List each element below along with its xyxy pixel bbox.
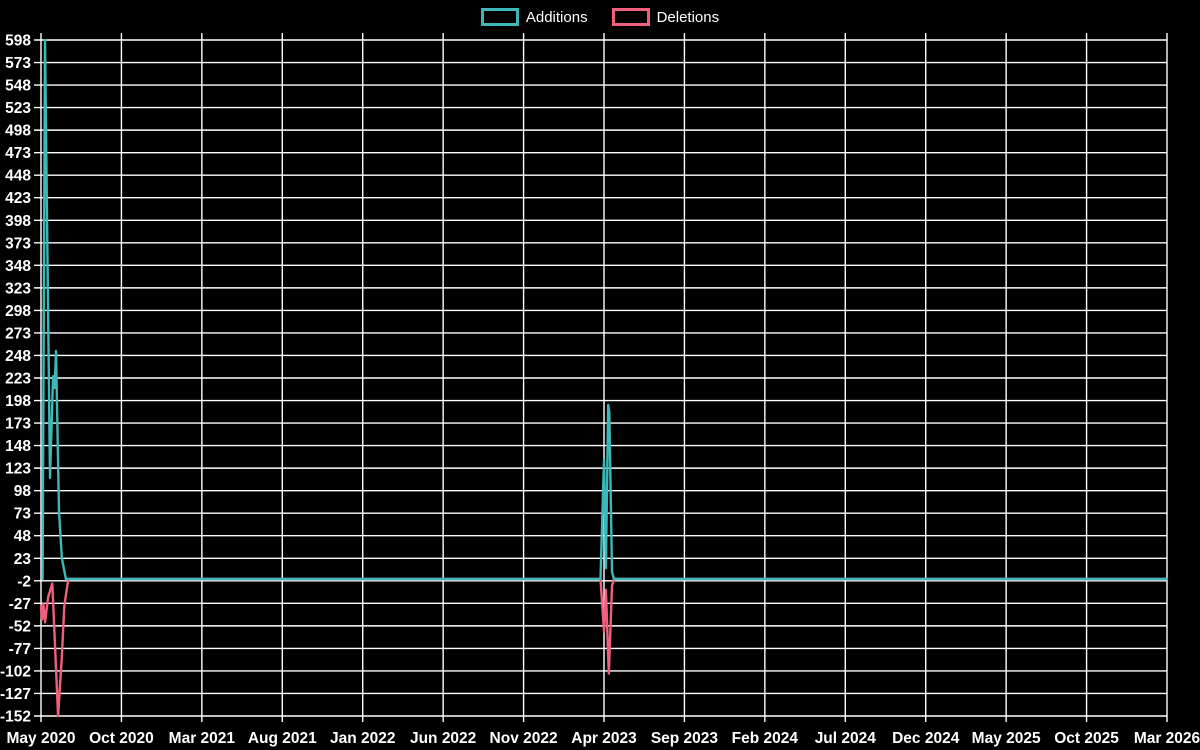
y-tick-label: -2	[17, 573, 31, 590]
x-tick-label: Jun 2022	[410, 730, 476, 747]
y-tick-label: 573	[5, 55, 31, 72]
y-tick-label: 548	[5, 78, 31, 95]
legend-label-deletions: Deletions	[656, 8, 720, 26]
legend-item-deletions[interactable]: Deletions	[611, 8, 720, 26]
x-tick-label: Apr 2023	[571, 730, 637, 747]
y-tick-label: 173	[5, 416, 31, 433]
x-tick-label: Oct 2020	[89, 730, 154, 747]
y-tick-label: 298	[5, 303, 31, 320]
deletions-line	[39, 577, 1169, 718]
additions-line	[41, 38, 1169, 581]
y-tick-label: 423	[5, 190, 31, 207]
y-tick-label: 498	[5, 123, 31, 140]
deletions-swatch	[611, 8, 650, 26]
x-tick-label: Oct 2025	[1054, 730, 1119, 747]
y-tick-label: 148	[5, 438, 31, 455]
additions-swatch	[480, 8, 519, 26]
x-tick-label: May 2025	[972, 730, 1041, 747]
y-tick-label: -52	[9, 618, 31, 635]
y-tick-label: -27	[9, 596, 31, 613]
y-tick-label: -77	[9, 641, 31, 658]
x-tick-label: Mar 2026	[1134, 730, 1200, 747]
x-tick-label: Nov 2022	[490, 730, 558, 747]
x-tick-label: Jul 2024	[815, 730, 877, 747]
y-tick-label: 48	[14, 528, 32, 545]
y-tick-label: 448	[5, 168, 31, 185]
x-tick-label: May 2020	[7, 730, 76, 747]
y-tick-label: 198	[5, 393, 31, 410]
x-tick-label: Sep 2023	[651, 730, 719, 747]
y-tick-label: 248	[5, 348, 31, 365]
x-tick-label: Jan 2022	[330, 730, 396, 747]
x-tick-label: Mar 2021	[169, 730, 236, 747]
legend-label-additions: Additions	[525, 8, 588, 26]
y-tick-label: 523	[5, 100, 31, 117]
x-tick-label: Dec 2024	[892, 730, 960, 747]
y-tick-label: 598	[5, 33, 31, 50]
y-tick-label: -102	[0, 663, 31, 680]
y-tick-label: 273	[5, 325, 31, 342]
y-tick-label: 73	[14, 506, 32, 523]
legend-item-additions[interactable]: Additions	[480, 8, 588, 26]
x-tick-label: Aug 2021	[248, 730, 317, 747]
y-tick-label: 398	[5, 213, 31, 230]
y-tick-label: -152	[0, 709, 31, 726]
y-tick-label: 123	[5, 461, 31, 478]
chart-legend: Additions Deletions	[0, 8, 1200, 26]
y-tick-label: -127	[0, 686, 31, 703]
x-tick-label: Feb 2024	[732, 730, 799, 747]
y-tick-label: 98	[14, 483, 32, 500]
y-tick-label: 323	[5, 280, 31, 297]
y-tick-label: 23	[14, 551, 32, 568]
y-tick-label: 473	[5, 145, 31, 162]
y-tick-label: 373	[5, 235, 31, 252]
y-tick-label: 348	[5, 258, 31, 275]
y-tick-label: 223	[5, 371, 31, 388]
